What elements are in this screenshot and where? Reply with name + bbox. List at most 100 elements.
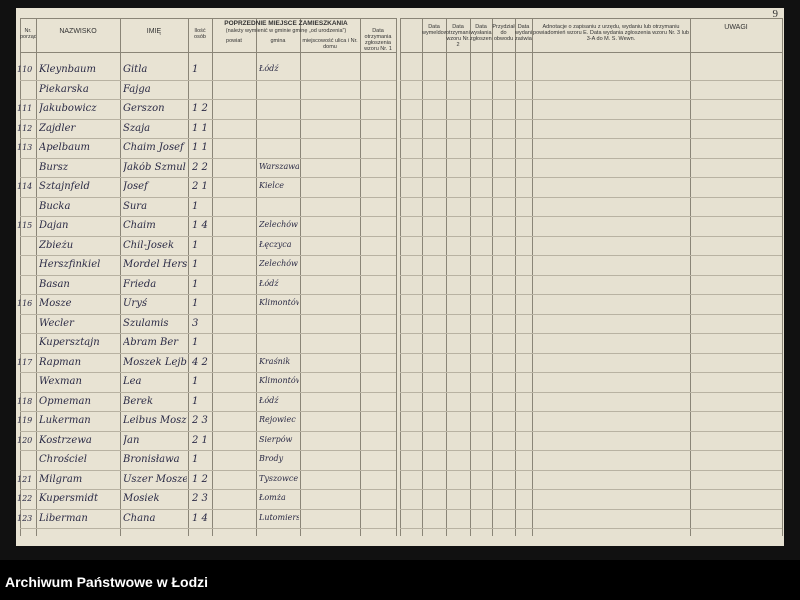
commune: Warszawa bbox=[259, 161, 299, 171]
first-name: Chaim Josef bbox=[123, 142, 184, 153]
header-line bbox=[400, 52, 782, 53]
right-page: 9 Data wymeldowaniaData otrzymania wzoru… bbox=[400, 8, 784, 546]
row-line bbox=[20, 118, 396, 120]
surname: Dajan bbox=[39, 220, 69, 231]
commune: Łódź bbox=[259, 395, 279, 405]
first-name: Leibus Mosze bbox=[123, 415, 187, 426]
first-name: Chana bbox=[123, 512, 156, 524]
row-number: 121 bbox=[17, 474, 33, 484]
commune: Rejowiec bbox=[259, 415, 296, 424]
person-count: 3 bbox=[192, 317, 199, 329]
row-number: 117 bbox=[17, 357, 33, 367]
surname: Herszfinkiel bbox=[39, 259, 101, 270]
row-line bbox=[20, 411, 396, 412]
row-line bbox=[20, 352, 396, 354]
row-line bbox=[400, 489, 782, 490]
row-line bbox=[400, 294, 782, 295]
row-line bbox=[20, 450, 396, 451]
person-count: 1 bbox=[192, 376, 199, 387]
row-number: 111 bbox=[17, 104, 33, 113]
column-line bbox=[446, 18, 447, 536]
column-header: NAZWISKO bbox=[59, 28, 97, 35]
row-number: 118 bbox=[17, 396, 33, 406]
column-line bbox=[690, 18, 691, 536]
column-line bbox=[396, 18, 397, 536]
row-number: 114 bbox=[17, 182, 33, 191]
first-name: Sura bbox=[123, 200, 148, 212]
row-number: 119 bbox=[17, 416, 33, 425]
row-line bbox=[400, 196, 782, 198]
row-line bbox=[400, 411, 782, 412]
person-count: 1 bbox=[192, 454, 199, 465]
row-line bbox=[20, 196, 396, 198]
row-line bbox=[20, 391, 396, 393]
surname: Lukerman bbox=[39, 415, 91, 426]
surname: Kupersztajn bbox=[39, 337, 100, 348]
person-count: 1 4 bbox=[192, 512, 208, 524]
row-line bbox=[20, 430, 396, 432]
first-name: Szaja bbox=[123, 122, 151, 134]
footer: Archiwum Państwowe w Łodzi bbox=[0, 560, 800, 600]
row-number: 116 bbox=[17, 299, 33, 308]
column-header: miejscowość ulica i Nr. domu bbox=[302, 38, 358, 51]
first-name: Chil-Josek bbox=[123, 239, 175, 251]
commune: Żelechów bbox=[259, 220, 298, 229]
column-header: POPRZEDNIE MIEJSCE ZAMIESZKANIA bbox=[224, 20, 348, 27]
commune: Brody bbox=[259, 454, 284, 463]
row-line bbox=[400, 138, 782, 139]
header-line bbox=[20, 52, 396, 53]
surname: Rapman bbox=[39, 356, 82, 368]
column-line bbox=[515, 18, 516, 536]
row-number: 112 bbox=[17, 123, 33, 133]
person-count: 2 3 bbox=[192, 415, 208, 426]
column-line bbox=[256, 18, 257, 536]
footer-text: Archiwum Państwowe w Łodzi bbox=[5, 574, 209, 590]
commune: Kraśnik bbox=[259, 356, 291, 366]
person-count: 1 2 bbox=[192, 103, 208, 114]
row-line bbox=[400, 430, 782, 432]
person-count: 1 bbox=[192, 259, 199, 270]
column-header: Nr. porządkowy bbox=[20, 28, 36, 41]
row-line bbox=[400, 372, 782, 373]
person-count: 1 bbox=[192, 200, 199, 212]
person-count: 2 1 bbox=[192, 181, 208, 192]
person-count: 1 bbox=[192, 395, 199, 407]
column-header: UWAGI bbox=[724, 24, 748, 31]
row-line bbox=[20, 255, 396, 256]
surname: Piekarska bbox=[39, 83, 89, 95]
column-header: gmina bbox=[270, 38, 286, 44]
surname: Bursz bbox=[39, 161, 68, 173]
first-name: Frieda bbox=[123, 278, 157, 290]
row-line bbox=[400, 352, 782, 354]
row-line bbox=[20, 235, 396, 237]
column-header: IMIĘ bbox=[146, 28, 162, 35]
person-count: 2 2 bbox=[192, 161, 208, 173]
surname: Basan bbox=[39, 278, 70, 290]
surname: Jakubowicz bbox=[39, 103, 97, 114]
row-number: 123 bbox=[17, 513, 33, 523]
row-line bbox=[20, 138, 396, 139]
row-line bbox=[400, 157, 782, 159]
row-line bbox=[20, 79, 396, 81]
row-line bbox=[20, 294, 396, 295]
surname: Kleynbaum bbox=[39, 64, 96, 75]
row-line bbox=[20, 489, 396, 490]
column-line bbox=[532, 18, 533, 536]
row-line bbox=[400, 235, 782, 237]
commune: Łódź bbox=[259, 278, 279, 288]
column-line bbox=[120, 18, 121, 536]
first-name: Moszek Lejb bbox=[123, 356, 187, 368]
column-line bbox=[782, 18, 783, 536]
surname: Chrościel bbox=[39, 454, 87, 465]
first-name: Lea bbox=[123, 376, 142, 387]
row-line bbox=[20, 99, 396, 100]
row-line bbox=[20, 528, 396, 529]
surname: Opmeman bbox=[39, 395, 91, 407]
person-count: 4 2 bbox=[192, 356, 208, 368]
person-count: 1 bbox=[192, 337, 199, 348]
left-page: Nr. porządkowy NAZWISKO IMIĘ Ilość osób powi… bbox=[16, 8, 400, 546]
column-line bbox=[400, 18, 401, 536]
row-line bbox=[20, 177, 396, 178]
surname: Apelbaum bbox=[39, 142, 91, 153]
row-line bbox=[20, 508, 396, 510]
